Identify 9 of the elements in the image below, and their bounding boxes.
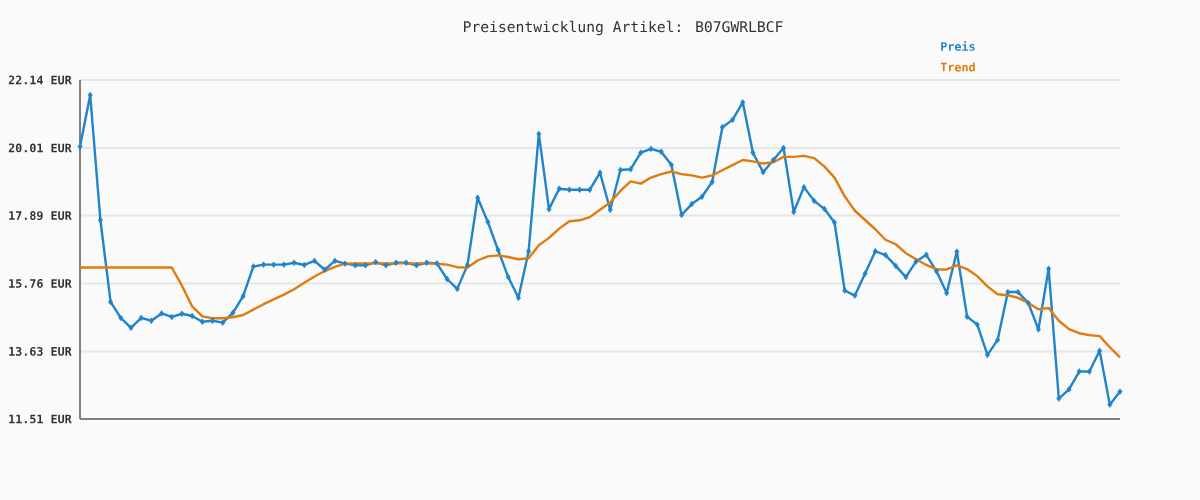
y-tick-label: 20.01 EUR [8,143,72,153]
y-tick-label: 13.63 EUR [9,346,72,356]
y-tick-label: 22.14 EUR [8,75,72,85]
y-tick-label: 15.76 EUR [9,279,72,288]
y-tick-label: 17.89 EUR [9,211,72,221]
y-tick-label: 11.51 EUR [9,414,72,424]
chart-title: Preisentwicklung Artikel: B07GWRLBCF [463,20,783,36]
text: Trend [940,62,975,72]
text: Preis [941,41,975,51]
